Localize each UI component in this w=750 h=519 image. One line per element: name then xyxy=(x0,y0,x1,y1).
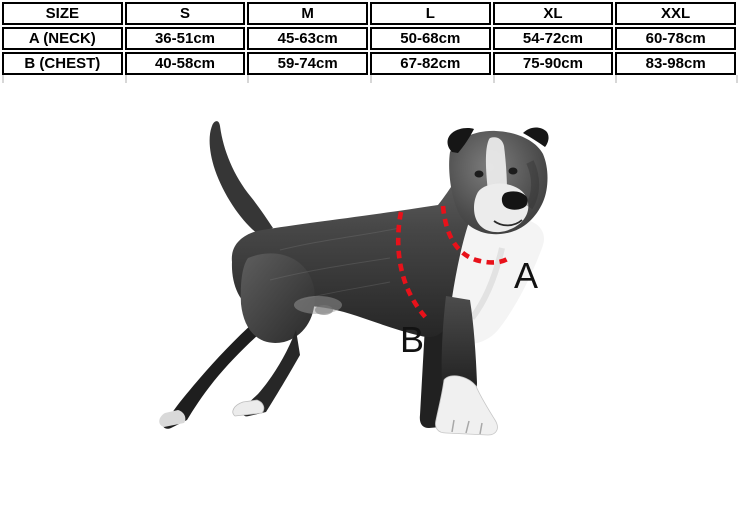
dog-left-eye xyxy=(474,170,484,178)
size-chart-table: SIZE S M L XL XXL A (NECK) 36-51cm 45-63… xyxy=(0,0,738,77)
table-cell: 36-51cm xyxy=(124,27,246,50)
table-ghost-stub xyxy=(370,75,372,83)
chest-measure-line xyxy=(395,211,429,321)
dog-front-sock-paw xyxy=(435,375,498,436)
dog-illustration xyxy=(159,121,549,436)
column-header-xl: XL xyxy=(492,2,614,25)
neck-measure-label: A xyxy=(514,255,538,296)
header-row: SIZE S M L XL XXL xyxy=(2,2,736,25)
row-label-chest: B (CHEST) xyxy=(2,52,123,75)
table-cell: 67-82cm xyxy=(369,52,491,75)
table-ghost-stub xyxy=(125,75,127,83)
neck-measure-line xyxy=(440,205,511,265)
dog-right-eye xyxy=(508,167,518,175)
dog-left-ear-icon xyxy=(447,128,474,153)
dog-near-front-leg xyxy=(441,296,477,397)
table-cell: 54-72cm xyxy=(492,27,614,50)
column-header-m: M xyxy=(247,2,368,25)
table-cell: 50-68cm xyxy=(369,27,491,50)
measurement-lines xyxy=(395,205,511,321)
row-label-neck: A (NECK) xyxy=(2,27,123,50)
dog-near-hind-paw xyxy=(232,399,265,417)
table-ghost-stub xyxy=(2,75,4,83)
table-row-neck: A (NECK) 36-51cm 45-63cm 50-68cm 54-72cm… xyxy=(2,27,736,50)
dog-tail xyxy=(209,121,273,234)
dog-front-toes xyxy=(451,419,483,435)
dog-nose xyxy=(501,191,528,210)
table-ghost-stub xyxy=(736,75,738,83)
chest-measure-label: B xyxy=(400,319,424,360)
dog-chest-shading xyxy=(469,247,505,320)
table-row-chest: B (CHEST) 40-58cm 59-74cm 67-82cm 75-90c… xyxy=(2,52,736,75)
dog-belly-detail xyxy=(315,305,333,315)
column-header-s: S xyxy=(124,2,246,25)
table-cell: 40-58cm xyxy=(124,52,246,75)
table-ghost-stub xyxy=(493,75,495,83)
dog-fur-texture xyxy=(269,227,401,301)
table-cell: 59-74cm xyxy=(247,52,368,75)
dog-right-ear-icon xyxy=(523,127,549,147)
dog-thigh xyxy=(240,253,315,343)
table-ghost-stub xyxy=(615,75,617,83)
table-cell: 75-90cm xyxy=(492,52,614,75)
column-header-xxl: XXL xyxy=(615,2,736,25)
column-header-size: SIZE xyxy=(2,2,123,25)
column-header-l: L xyxy=(369,2,491,25)
dog-mouth xyxy=(493,219,523,227)
table-ghost-stub xyxy=(247,75,249,83)
dog-chest-bib xyxy=(449,213,544,345)
table-cell: 45-63cm xyxy=(247,27,368,50)
table-cell: 83-98cm xyxy=(615,52,736,75)
dog-blaze xyxy=(485,137,507,192)
dog-far-hind-paw xyxy=(159,410,186,427)
dog-cheek-shading xyxy=(525,160,540,210)
table-cell: 60-78cm xyxy=(615,27,736,50)
